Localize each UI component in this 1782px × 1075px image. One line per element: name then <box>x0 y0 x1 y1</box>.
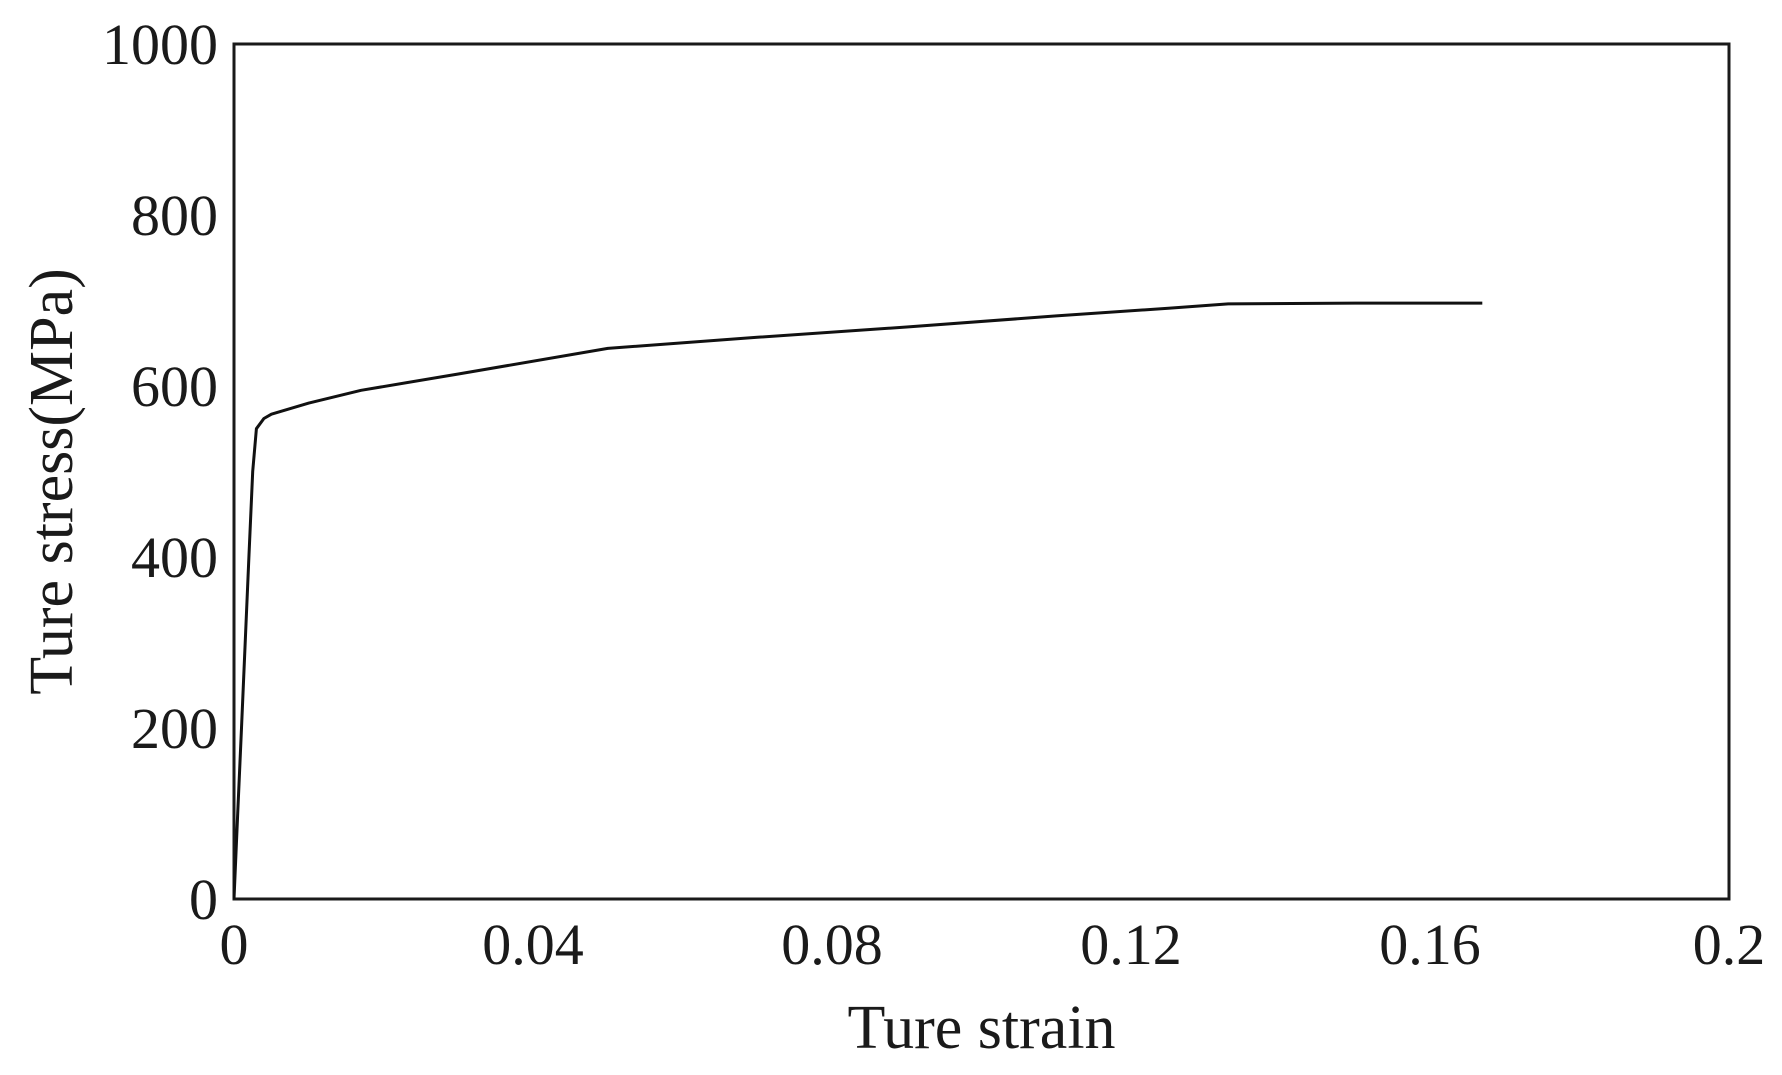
plot-frame-group <box>232 42 1731 901</box>
x-tick-label: 0.04 <box>482 912 584 977</box>
x-tick-label: 0 <box>220 912 249 977</box>
y-tick-label: 1000 <box>102 12 218 77</box>
y-tick-label: 600 <box>131 354 218 419</box>
y-tick-label: 200 <box>131 696 218 761</box>
y-tick-label: 400 <box>131 525 218 590</box>
x-tick-label: 0.08 <box>781 912 883 977</box>
x-tick-label: 0.2 <box>1693 912 1766 977</box>
x-tick-label: 0.12 <box>1080 912 1182 977</box>
y-ticks-group: 0 200 400 600 800 1000 <box>102 12 218 932</box>
series-line <box>232 301 1483 900</box>
y-tick-label: 800 <box>131 183 218 248</box>
y-tick-label: 0 <box>189 867 218 932</box>
series-group <box>232 301 1483 900</box>
y-axis-label: Ture stress(MPa) <box>18 268 86 695</box>
x-axis-label: Ture strain <box>847 994 1115 1062</box>
x-ticks-group: 0 0.04 0.08 0.12 0.16 0.2 <box>220 912 1766 977</box>
x-tick-label: 0.16 <box>1379 912 1481 977</box>
plot-frame <box>232 42 1731 901</box>
